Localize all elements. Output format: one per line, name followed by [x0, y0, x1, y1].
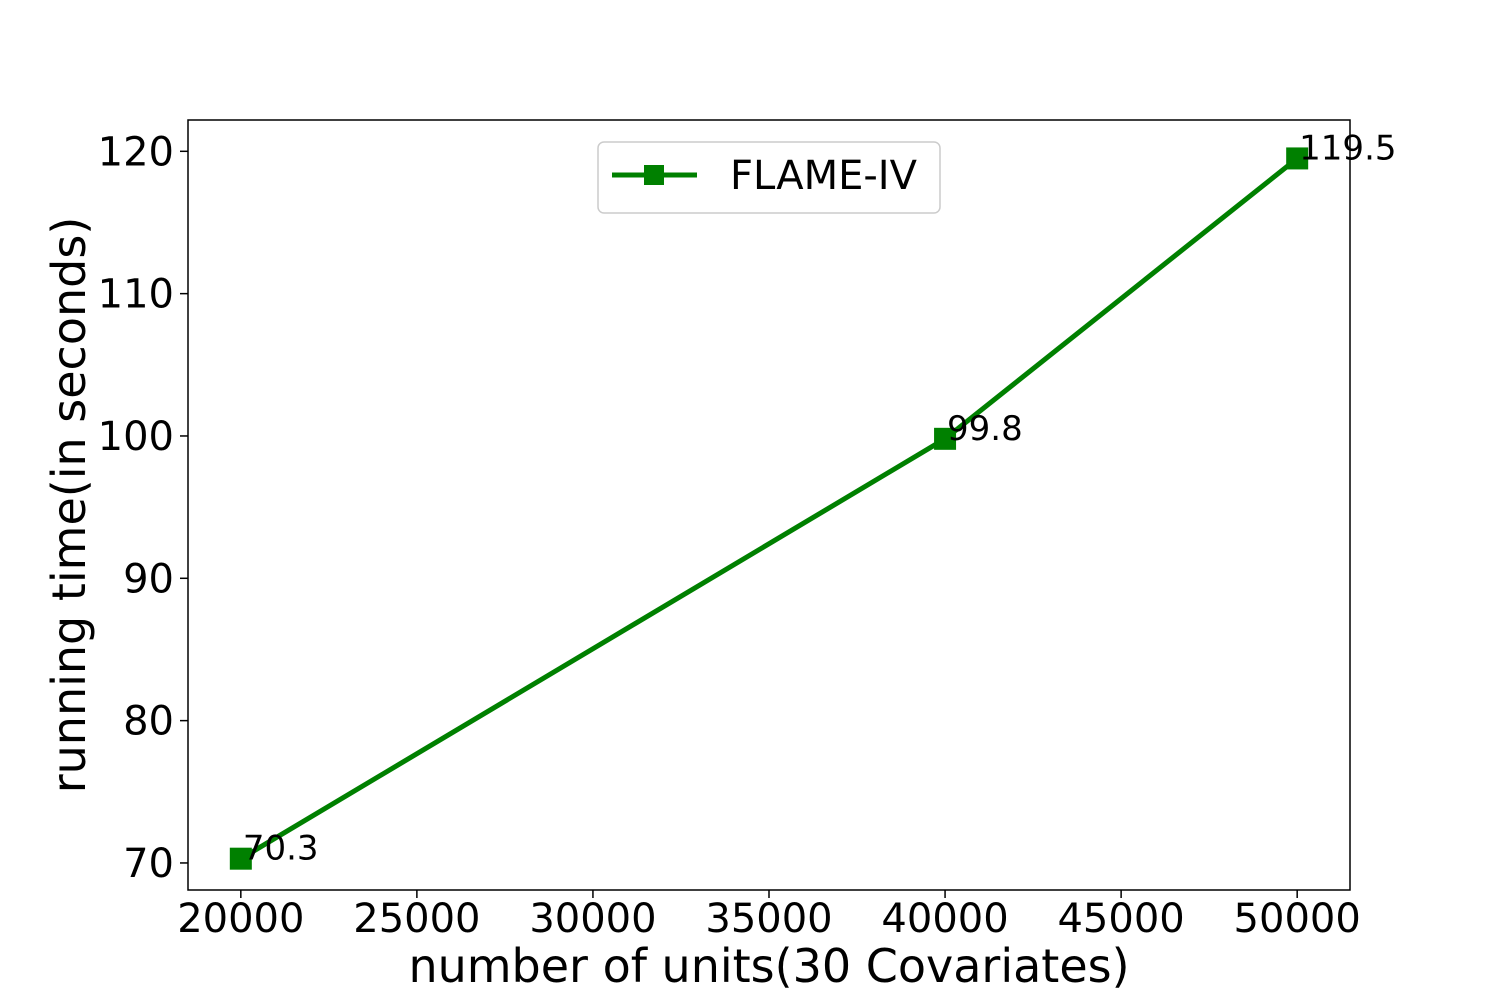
- y-tick-label: 100: [98, 414, 174, 460]
- x-axis-ticks: 20000 25000 30000 35000 40000 45000 50000: [177, 890, 1361, 942]
- plot-frame: [187, 119, 1351, 891]
- x-tick-label: 30000: [529, 896, 656, 942]
- y-axis-ticks: 70 80 90 100 110 120: [98, 129, 188, 887]
- x-tick-label: 40000: [881, 896, 1008, 942]
- x-tick-label: 35000: [705, 896, 832, 942]
- series-layer: [229, 147, 1309, 870]
- x-tick-label: 45000: [1057, 896, 1184, 942]
- data-labels: 70.3 99.8 119.5: [243, 128, 1397, 868]
- data-point-label: 99.8: [947, 409, 1023, 449]
- data-point-label: 119.5: [1299, 128, 1396, 168]
- data-point-marker: [934, 427, 957, 450]
- x-tick-label: 50000: [1234, 896, 1361, 942]
- y-tick-label: 110: [98, 272, 174, 318]
- y-tick-label: 70: [123, 841, 174, 887]
- x-tick-label: 25000: [353, 896, 480, 942]
- legend-marker: [644, 165, 664, 185]
- y-tick-label: 90: [123, 556, 174, 602]
- data-point-marker: [1286, 147, 1309, 170]
- legend-label: FLAME-IV: [730, 153, 918, 199]
- legend[interactable]: FLAME-IV: [597, 141, 941, 214]
- data-point-marker: [229, 847, 252, 870]
- y-axis-title: running time(in seconds): [42, 217, 96, 794]
- legend-box: [597, 141, 941, 214]
- x-tick-label: 20000: [177, 896, 304, 942]
- x-axis-title: number of units(30 Covariates): [408, 939, 1129, 993]
- y-tick-label: 80: [123, 699, 174, 745]
- y-tick-label: 120: [98, 129, 174, 175]
- data-point-label: 70.3: [243, 829, 319, 869]
